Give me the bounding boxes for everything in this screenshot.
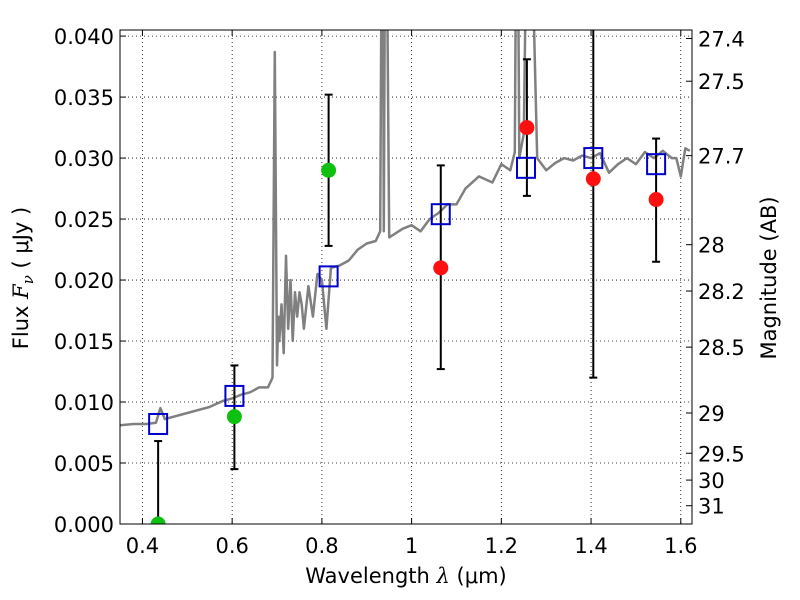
x-tick-label: 0.8 (305, 534, 338, 558)
model-photometry-square (148, 412, 169, 435)
mag-tick-label: 29 (698, 402, 725, 426)
x-tick-label: 1.6 (664, 534, 697, 558)
x-tick-label: 1.4 (574, 534, 607, 558)
error-bars (154, 30, 661, 524)
x-tick-label: 0.4 (126, 534, 159, 558)
y-tick-label: 0.035 (54, 86, 114, 110)
mag-tick-label: 27.7 (698, 145, 745, 169)
mag-tick-label: 31 (698, 495, 725, 519)
mag-tick-label: 28.2 (698, 280, 745, 304)
data-points (148, 120, 667, 524)
y-tick-label: 0.025 (54, 208, 114, 232)
other-point (150, 516, 166, 524)
model-photometry-square (318, 265, 339, 288)
detection-point (519, 120, 535, 136)
axis-ticks (120, 30, 692, 525)
model-spectrum-line (120, 30, 691, 427)
detection-point (585, 171, 601, 187)
model-spectrum (120, 30, 691, 427)
detection-point (648, 192, 664, 208)
detection-point (433, 260, 449, 276)
y-tick-label: 0.030 (54, 147, 114, 171)
y-tick-label: 0.015 (54, 330, 114, 354)
tick-labels: 0.4 0.6 0.8 1 1.2 1.4 1.6 0.000 0.005 0.010 0.015 0… (54, 25, 745, 558)
y-tick-label: 0.040 (54, 25, 114, 49)
other-point (321, 162, 337, 178)
x-tick-label: 0.6 (215, 534, 248, 558)
model-photometry-square (646, 153, 667, 176)
other-point (226, 409, 242, 425)
right-axis-label: Magnitude (AB) (757, 196, 781, 359)
x-tick-label: 1.2 (485, 534, 518, 558)
mag-tick-label: 28 (698, 234, 725, 258)
y-tick-label: 0.020 (54, 269, 114, 293)
mag-tick-label: 27.5 (698, 70, 745, 94)
y-tick-label: 0.010 (54, 391, 114, 415)
mag-tick-label: 28.5 (698, 336, 745, 360)
y-tick-label: 0.005 (54, 452, 114, 476)
y-tick-label: 0.000 (54, 513, 114, 537)
mag-tick-label: 29.5 (698, 442, 745, 466)
grid-lines (120, 30, 692, 525)
x-tick-label: 1 (405, 534, 418, 558)
mag-tick-label: 27.4 (698, 28, 745, 52)
model-photometry-square (430, 203, 451, 226)
mag-tick-label: 30 (698, 469, 725, 493)
model-photometry-square (583, 147, 604, 170)
y-axis-label: Flux Fν ( μJy ) (9, 207, 37, 349)
model-photometry-square (516, 156, 537, 179)
x-axis-label: Wavelength λ (μm) (305, 564, 506, 588)
plot-frame (119, 29, 693, 525)
model-photometry-square (224, 384, 245, 407)
